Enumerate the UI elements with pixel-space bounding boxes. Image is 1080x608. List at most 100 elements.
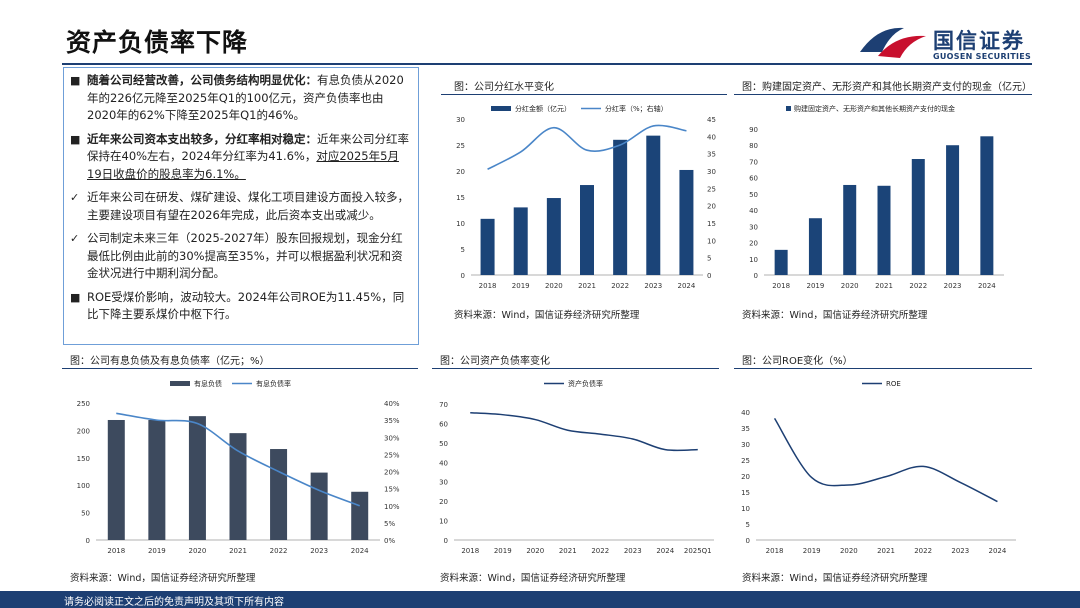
footer-disclaimer: 请务必阅读正文之后的免责声明及其项下所有内容: [64, 597, 284, 608]
y2-tick-label: 20%: [384, 469, 400, 477]
chart-title-divider: [62, 368, 418, 369]
x-tick-label: 2018: [479, 282, 497, 290]
y-tick-label: 60: [439, 420, 448, 428]
x-tick-label: 2019: [807, 282, 825, 290]
chart-title-roe: 图：公司ROE变化（%）: [742, 356, 853, 367]
logo-text-en: GUOSEN SECURITIES: [933, 52, 1032, 61]
y2-tick-label: 20: [707, 203, 716, 211]
x-tick-label: 2019: [512, 282, 530, 290]
y2-tick-label: 15: [707, 220, 716, 228]
bar: [911, 159, 925, 275]
x-tick-label: 2024: [978, 282, 996, 290]
y2-tick-label: 45: [707, 116, 716, 124]
chart-title-divider: [734, 94, 1032, 95]
y2-tick-label: 25%: [384, 451, 400, 459]
logo-text-cn: 国信证券: [933, 29, 1025, 53]
y-tick-label: 5: [461, 246, 465, 254]
checkmark-icon: ✓: [70, 191, 80, 204]
chart-title-leverage: 图：公司资产负债率变化: [440, 356, 550, 367]
bar: [877, 185, 891, 275]
square-bullet-icon: ■: [70, 132, 81, 146]
leverage-chart: 0 10 20 30 40 50 60 70 2018 2019 2020 2021 2022 2023 2…: [439, 379, 714, 555]
x-tick-label: 2021: [578, 282, 596, 290]
bar: [546, 198, 561, 275]
y-tick-label: 15: [741, 489, 750, 497]
bullet-heading: 随着公司经营改善，公司债务结构明显优化：: [87, 73, 317, 87]
y2-tick-label: 35%: [384, 417, 400, 425]
x-tick-label: 2018: [461, 547, 479, 555]
bar: [808, 218, 822, 275]
legend-label: 资产负债率: [568, 379, 603, 388]
y2-tick-label: 15%: [384, 486, 400, 494]
chart-title-dividend: 图：公司分红水平变化: [454, 82, 554, 93]
x-tick-label: 2022: [914, 547, 932, 555]
y-tick-label: 10: [749, 256, 758, 264]
y-tick-label: 15: [456, 194, 465, 202]
bullet-item: ■ 随着公司经营改善，公司债务结构明显优化：有息负债从2020年的226亿元降至…: [70, 72, 412, 125]
legend-label: ROE: [886, 380, 901, 388]
square-bullet-icon: ■: [70, 290, 81, 304]
x-tick-label: 2022: [591, 547, 609, 555]
bullet-item: ■ ROE受煤价影响，波动较大。2024年公司ROE为11.45%，同比下降主要…: [70, 289, 412, 324]
bar: [679, 169, 694, 275]
legend-label: 购建固定资产、无形资产和其他长期资产支付的现金: [794, 104, 955, 113]
y-tick-label: 40: [741, 409, 750, 417]
y2-tick-label: 0: [707, 272, 711, 280]
bar: [310, 472, 328, 540]
capex-chart: 0 10 20 30 40 50 60 70 80 90 2018 2019 2020 2021 2022 2…: [749, 104, 1004, 290]
summary-textbox: ■ 随着公司经营改善，公司债务结构明显优化：有息负债从2020年的226亿元降至…: [63, 67, 419, 345]
y-tick-label: 30: [456, 116, 465, 124]
bar: [513, 207, 528, 275]
y-tick-label: 50: [749, 191, 758, 199]
legend-label: 有息负债: [194, 379, 222, 388]
legend-swatch: [786, 106, 791, 111]
legend-swatch: [491, 106, 511, 111]
x-tick-label: 2020: [545, 282, 563, 290]
x-tick-label: 2024: [656, 547, 674, 555]
y-tick-label: 25: [741, 457, 750, 465]
x-tick-label: 2020: [189, 547, 207, 555]
bar: [270, 449, 288, 540]
x-tick-label: 2023: [944, 282, 962, 290]
x-tick-label: 2025Q1: [684, 547, 712, 555]
chart-title-capex: 图：购建固定资产、无形资产和其他长期资产支付的现金（亿元）: [742, 82, 1032, 93]
x-tick-label: 2022: [611, 282, 629, 290]
y2-tick-label: 10: [707, 237, 716, 245]
bar: [580, 185, 594, 275]
x-tick-label: 2023: [624, 547, 642, 555]
bar: [946, 145, 960, 275]
bar: [148, 419, 166, 540]
chart-title-divider: [441, 94, 727, 95]
chart-source-debt: 资料来源：Wind，国信证券经济研究所整理: [70, 573, 256, 584]
y-tick-label: 0: [746, 537, 750, 545]
legend-label: 分红金额（亿元）: [515, 104, 571, 113]
y-tick-label: 10: [741, 505, 750, 513]
bullet-item: ■ 近年来公司资本支出较多，分红率相对稳定：近年来公司分红率保持在40%左右，2…: [70, 131, 412, 184]
y2-tick-label: 5%: [384, 520, 395, 528]
y-tick-label: 50: [439, 440, 448, 448]
y-tick-label: 50: [81, 510, 90, 518]
bar: [980, 136, 994, 275]
y2-tick-label: 30: [707, 168, 716, 176]
y-tick-label: 20: [439, 498, 448, 506]
x-tick-label: 2019: [803, 547, 821, 555]
y-tick-label: 30: [439, 479, 448, 487]
y-tick-label: 150: [77, 455, 90, 463]
legend-label: 分红率（%；右轴）: [605, 104, 668, 113]
bar: [774, 249, 788, 275]
y2-tick-label: 40: [707, 133, 716, 141]
y-tick-label: 100: [77, 482, 90, 490]
dividend-chart: 0 5 10 15 20 25 30 0 5 10 15 20 25 30 35 40 45 2018 2019 20…: [456, 104, 716, 290]
bar: [646, 135, 661, 275]
bullet-text: 近年来公司分红率保持在40%左右，2024年分红率为41.6%，: [87, 131, 409, 164]
y-tick-label: 80: [749, 142, 758, 150]
chart-title-divider: [734, 368, 1032, 369]
footer-bar: 请务必阅读正文之后的免责声明及其项下所有内容: [0, 591, 1080, 608]
y2-tick-label: 10%: [384, 503, 400, 511]
bar: [188, 416, 206, 540]
y-tick-label: 30: [741, 441, 750, 449]
chart-source-leverage: 资料来源：Wind，国信证券经济研究所整理: [440, 573, 626, 584]
bar: [613, 139, 628, 275]
checkmark-icon: ✓: [70, 232, 80, 245]
bullet-text: 近年来公司在研发、煤矿建设、煤化工项目建设方面投入较多，主要建设项目有望在202…: [87, 190, 409, 222]
